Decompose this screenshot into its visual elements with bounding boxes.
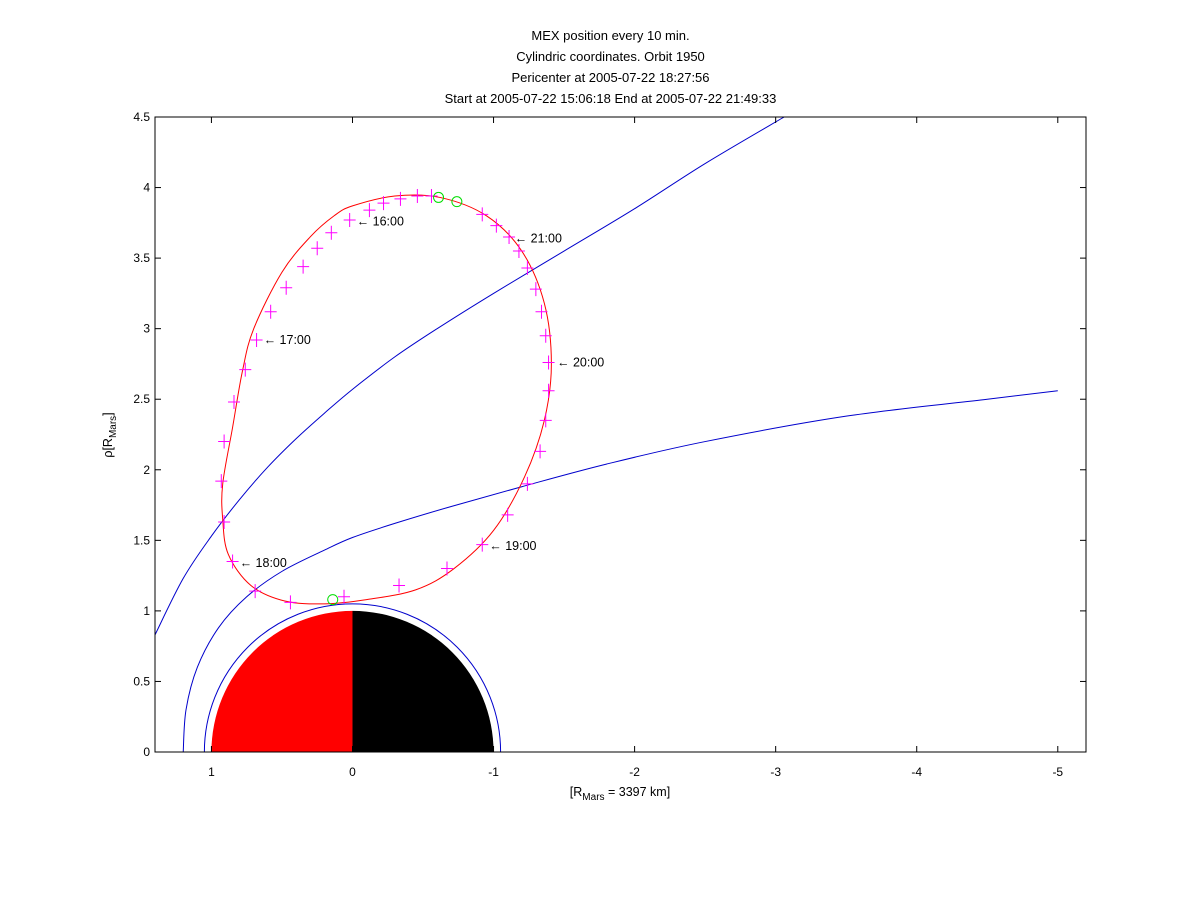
x-tick-label: -5 bbox=[1052, 765, 1063, 779]
orbit-marker bbox=[363, 203, 376, 218]
orbit-marker bbox=[249, 584, 262, 599]
orbit-marker bbox=[218, 434, 231, 449]
orbit-marker bbox=[338, 589, 351, 604]
orbit-line bbox=[221, 194, 552, 605]
orbit-marker bbox=[218, 514, 231, 529]
y-tick-label: 1 bbox=[143, 604, 150, 618]
orbit-marker bbox=[425, 189, 438, 204]
orbit-marker bbox=[325, 225, 338, 240]
orbit-marker bbox=[227, 395, 240, 410]
orbit-marker bbox=[394, 191, 407, 206]
plot-frame bbox=[154, 116, 1087, 753]
orbit-marker bbox=[542, 355, 555, 370]
orbit-marker bbox=[377, 196, 390, 211]
special-point-marker bbox=[451, 196, 463, 208]
y-axis-label-rest: ] bbox=[101, 412, 115, 415]
orbit-marker bbox=[521, 260, 534, 275]
orbit-marker bbox=[501, 507, 514, 522]
time-annotation: ← 17:00 bbox=[264, 333, 311, 347]
x-tick-label: -3 bbox=[770, 765, 781, 779]
orbit-marker bbox=[535, 304, 548, 319]
orbit-marker bbox=[490, 218, 503, 233]
y-tick-label: 3 bbox=[143, 322, 150, 336]
orbit-marker bbox=[297, 259, 310, 274]
special-point-marker bbox=[327, 594, 339, 606]
chart-title-line-2: Cylindric coordinates. Orbit 1950 bbox=[516, 49, 705, 64]
magnetic-pileup-boundary-line bbox=[182, 390, 1058, 752]
y-tick-label: 2.5 bbox=[133, 392, 150, 406]
orbit-marker bbox=[476, 537, 489, 552]
x-axis-label-main: [R bbox=[570, 785, 583, 799]
orbit-marker bbox=[284, 595, 297, 610]
mars-ring bbox=[203, 603, 502, 752]
orbit-marker bbox=[226, 554, 239, 569]
orbit-marker bbox=[476, 207, 489, 222]
orbit-marker bbox=[521, 476, 534, 491]
time-annotation: ← 18:00 bbox=[240, 556, 287, 570]
x-tick-label: 1 bbox=[208, 765, 215, 779]
time-annotation: ← 21:00 bbox=[515, 231, 562, 245]
y-tick-label: 0 bbox=[143, 745, 150, 759]
y-axis-label-main: ρ[R bbox=[101, 438, 115, 458]
time-annotation: ← 20:00 bbox=[557, 356, 604, 370]
orbit-marker bbox=[393, 578, 406, 593]
x-axis-label-sub: Mars bbox=[582, 792, 604, 803]
orbit-marker bbox=[311, 241, 324, 256]
x-axis-label-rest: = 3397 km] bbox=[605, 785, 671, 799]
y-tick-label: 2 bbox=[143, 463, 150, 477]
orbit-marker bbox=[512, 244, 525, 259]
y-tick-label: 3.5 bbox=[133, 251, 150, 265]
orbit-marker bbox=[215, 474, 228, 489]
orbit-marker bbox=[411, 189, 424, 204]
x-tick-label: 0 bbox=[349, 765, 356, 779]
orbit-marker bbox=[280, 280, 293, 295]
orbit-marker bbox=[503, 229, 516, 244]
x-axis-label: [RMars = 3397 km] bbox=[570, 785, 670, 803]
orbit-marker bbox=[250, 332, 263, 347]
plot-content: ← 16:00 ← 21:00 ← 17:00 ← 20:00 ← 19:00 ← 18:… bbox=[155, 117, 1058, 752]
y-axis-label-sub: Mars bbox=[108, 416, 119, 438]
bow-shock-line bbox=[155, 117, 785, 636]
chart-title-line-3: Pericenter at 2005-07-22 18:27:56 bbox=[511, 70, 710, 85]
time-annotation: ← 16:00 bbox=[357, 214, 404, 228]
axis-ticks: 1 0 -1 -2 -3 -4 -5 0 0.5 1 1.5 2 2.5 3 3.5 4 4.5 bbox=[133, 110, 1086, 779]
mars-dayside bbox=[211, 610, 353, 752]
orbit-marker bbox=[264, 304, 277, 319]
y-tick-label: 4 bbox=[143, 181, 150, 195]
special-point-marker bbox=[433, 191, 445, 203]
y-tick-label: 4.5 bbox=[133, 110, 150, 124]
x-tick-label: -4 bbox=[911, 765, 922, 779]
chart-title-line-4: Start at 2005-07-22 15:06:18 End at 2005… bbox=[444, 91, 777, 106]
x-tick-label: -2 bbox=[629, 765, 640, 779]
orbit-marker bbox=[539, 413, 552, 428]
x-tick-label: -1 bbox=[488, 765, 499, 779]
time-annotation: ← 19:00 bbox=[489, 539, 536, 553]
orbit-marker bbox=[529, 282, 542, 297]
orbit-marker bbox=[542, 383, 555, 398]
orbit-marker bbox=[239, 362, 252, 377]
y-tick-label: 0.5 bbox=[133, 674, 150, 688]
orbit-marker bbox=[539, 328, 552, 343]
orbit-marker bbox=[440, 561, 453, 576]
mars-nightside bbox=[352, 610, 494, 752]
orbit-marker bbox=[534, 444, 547, 459]
chart-title-line-1: MEX position every 10 min. bbox=[531, 28, 690, 43]
orbit-marker bbox=[343, 213, 356, 228]
y-tick-label: 1.5 bbox=[133, 533, 150, 547]
y-axis-label: ρ[RMars] bbox=[101, 412, 119, 457]
